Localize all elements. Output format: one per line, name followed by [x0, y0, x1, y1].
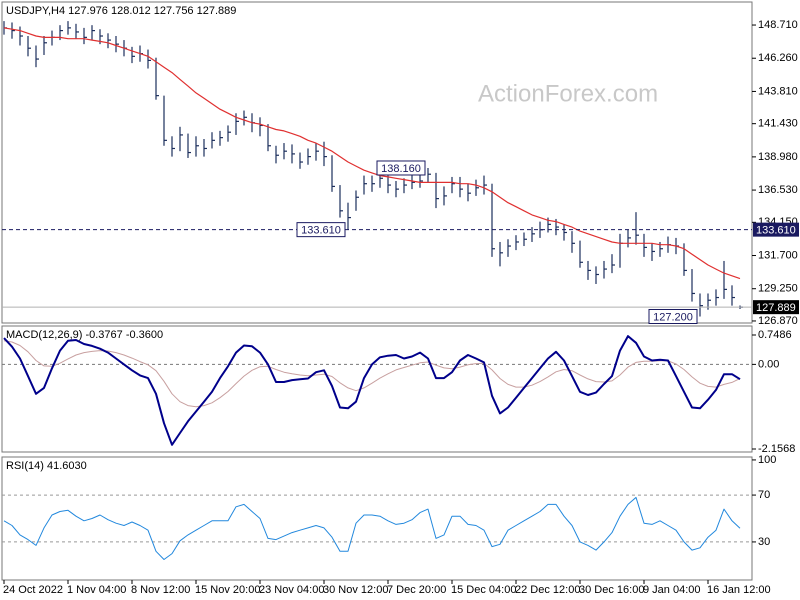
x-tick-label: 23 Nov 04:00 [259, 584, 324, 596]
panel [1, 325, 753, 453]
watermark: ActionForex.com [478, 80, 658, 107]
annotation-box [376, 160, 426, 176]
y-tick-label: 143.810 [758, 85, 798, 97]
annotation-label: 127.200 [653, 311, 693, 323]
x-tick-label: 30 Nov 12:00 [323, 584, 388, 596]
rsi-line [3, 496, 741, 560]
y-tick-label: 138.980 [758, 151, 798, 163]
y-tick-label: 146.260 [758, 52, 798, 64]
x-tick-label: 9 Jan 04:00 [643, 584, 701, 596]
panel-title: RSI(14) 41.6030 [6, 460, 87, 472]
x-tick-label: 22 Dec 12:00 [515, 584, 580, 596]
y-tick-label: 126.870 [758, 315, 798, 327]
price-label: 127.889 [756, 302, 796, 314]
x-tick-label: 16 Jan 12:00 [707, 584, 771, 596]
x-tick-label: 8 Nov 12:00 [131, 584, 190, 596]
x-tick-label: 15 Dec 04:00 [451, 584, 516, 596]
y-tick-label: 141.430 [758, 118, 798, 130]
annotation-label: 138.160 [381, 163, 421, 175]
panel [1, 456, 753, 581]
y-tick-label: 0.00 [758, 358, 779, 370]
x-tick-label: 24 Oct 2022 [3, 584, 63, 596]
moving-average [3, 27, 741, 280]
price-label: 133.610 [756, 225, 796, 237]
annotation-label: 133.610 [301, 225, 341, 237]
price-label-box [753, 300, 799, 315]
y-tick-label: 129.250 [758, 283, 798, 295]
macd-line [3, 340, 741, 408]
panel-title: MACD(12,26,9) -0.3767 -0.3600 [6, 329, 163, 341]
y-tick-label: 100 [758, 454, 776, 466]
annotation-box [296, 222, 346, 238]
y-tick-label: 131.700 [758, 249, 798, 261]
y-tick-label: 136.530 [758, 184, 798, 196]
price-label-box [753, 222, 799, 237]
x-tick-label: 15 Nov 20:00 [195, 584, 260, 596]
y-tick-label: 30 [758, 536, 770, 548]
panel-title: USDJPY,H4 127.976 128.012 127.756 127.88… [6, 5, 236, 17]
y-tick-label: 0.7486 [758, 329, 792, 341]
y-tick-label: -2.1568 [758, 443, 795, 455]
x-tick-label: 7 Dec 20:00 [387, 584, 446, 596]
y-tick-label: 70 [758, 489, 770, 501]
annotation-box [648, 308, 698, 324]
x-tick-label: 1 Nov 04:00 [67, 584, 126, 596]
macd-line [3, 335, 741, 446]
y-tick-label: 148.710 [758, 19, 798, 31]
x-tick-label: 30 Dec 16:00 [579, 584, 644, 596]
